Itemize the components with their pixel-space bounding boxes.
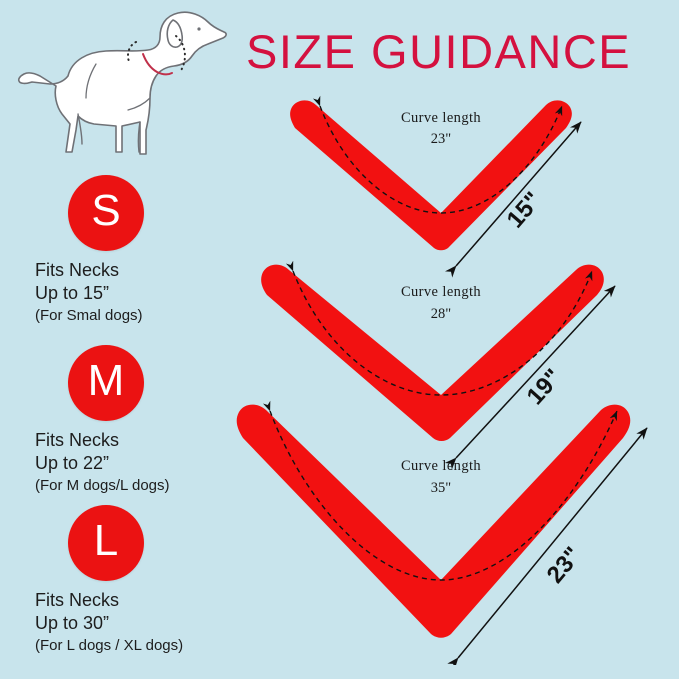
for-dogs-line: (For L dogs / XL dogs) [35, 637, 184, 654]
fits-necks-line: Fits Necks [35, 260, 120, 280]
for-dogs-line: (For M dogs/L dogs) [35, 477, 170, 494]
curve-length-value-m: 28" [431, 306, 452, 322]
curve-length-label-m: Curve length [401, 284, 481, 300]
size-description-s: Fits Necks Up to 15” (For Smal dogs) [35, 259, 143, 326]
dog-illustration [10, 2, 230, 174]
fits-necks-line: Fits Necks [35, 590, 120, 610]
fits-necks-line: Fits Necks [35, 430, 120, 450]
curve-length-value-s: 23" [431, 131, 452, 147]
chevron-small [290, 95, 582, 278]
size-badge-l: L [68, 505, 144, 581]
up-to-line: Up to 15” [35, 283, 110, 303]
for-dogs-line: (For Smal dogs) [35, 307, 143, 324]
size-description-l: Fits Necks Up to 30” (For L dogs / XL do… [35, 589, 183, 656]
curve-length-label-s: Curve length [401, 110, 481, 126]
size-badge-letter: S [91, 186, 121, 235]
page-title: SIZE GUIDANCE [246, 25, 632, 78]
curve-length-value-l: 35" [431, 480, 452, 496]
chevron-large [236, 400, 648, 665]
up-to-line: Up to 30” [35, 613, 110, 633]
side-length-value-s: 15" [502, 187, 547, 233]
size-badge-letter: L [93, 516, 119, 565]
size-badge-letter: M [87, 356, 125, 405]
size-badge-s: S [68, 175, 144, 251]
size-badge-m: M [68, 345, 144, 421]
curve-length-label-l: Curve length [401, 458, 481, 474]
side-length-value-m: 19" [522, 364, 568, 410]
bandana-diagrams: Curve length 23" 15" Curve length 28" 19… [225, 80, 679, 665]
up-to-line: Up to 22” [35, 453, 110, 473]
size-description-m: Fits Necks Up to 22” (For M dogs/L dogs) [35, 429, 170, 496]
